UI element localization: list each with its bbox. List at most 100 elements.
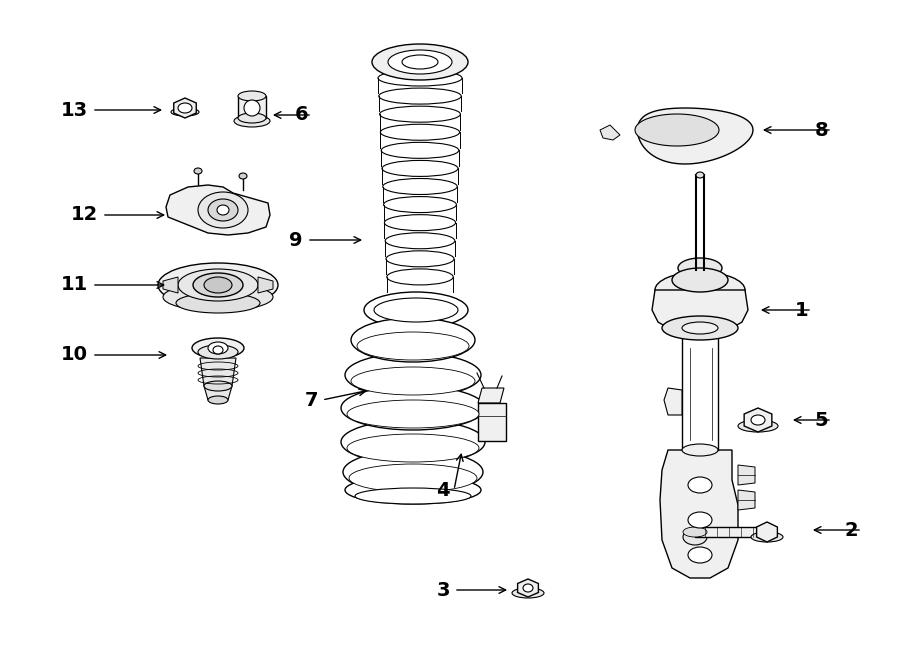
Bar <box>478 403 506 441</box>
Ellipse shape <box>382 142 459 159</box>
Ellipse shape <box>238 91 266 101</box>
Ellipse shape <box>343 450 483 494</box>
Ellipse shape <box>382 161 458 176</box>
Polygon shape <box>200 358 236 386</box>
Ellipse shape <box>380 106 461 122</box>
Text: 4: 4 <box>436 481 450 500</box>
Text: 10: 10 <box>61 346 88 364</box>
Ellipse shape <box>688 512 712 528</box>
Ellipse shape <box>678 258 722 278</box>
Ellipse shape <box>357 332 469 360</box>
Polygon shape <box>258 277 273 293</box>
Ellipse shape <box>385 233 454 249</box>
Ellipse shape <box>351 367 475 395</box>
Ellipse shape <box>341 386 485 430</box>
Ellipse shape <box>386 251 454 267</box>
Ellipse shape <box>383 196 456 213</box>
Polygon shape <box>600 125 620 140</box>
Ellipse shape <box>672 268 728 292</box>
Ellipse shape <box>244 100 260 116</box>
Text: 11: 11 <box>61 276 88 295</box>
Text: 6: 6 <box>294 106 308 124</box>
Text: 5: 5 <box>814 410 828 430</box>
Ellipse shape <box>198 345 238 359</box>
Polygon shape <box>518 579 538 597</box>
Polygon shape <box>204 386 232 400</box>
Ellipse shape <box>378 70 462 86</box>
Bar <box>238 96 266 118</box>
Ellipse shape <box>176 293 260 313</box>
Ellipse shape <box>688 477 712 493</box>
Polygon shape <box>660 450 738 578</box>
Ellipse shape <box>217 205 229 215</box>
Ellipse shape <box>738 420 778 432</box>
Ellipse shape <box>402 55 438 69</box>
Polygon shape <box>166 185 270 235</box>
Text: 3: 3 <box>436 580 450 600</box>
Ellipse shape <box>683 527 707 537</box>
Ellipse shape <box>349 464 477 492</box>
Ellipse shape <box>208 199 238 221</box>
Ellipse shape <box>682 444 718 456</box>
Ellipse shape <box>379 88 461 104</box>
Ellipse shape <box>208 396 228 404</box>
Text: 12: 12 <box>71 206 98 225</box>
Ellipse shape <box>384 215 455 231</box>
Ellipse shape <box>234 115 270 127</box>
Polygon shape <box>738 465 755 485</box>
Ellipse shape <box>192 338 244 358</box>
Polygon shape <box>174 98 196 118</box>
Ellipse shape <box>163 283 273 311</box>
Ellipse shape <box>178 103 192 113</box>
Ellipse shape <box>204 277 232 293</box>
Ellipse shape <box>239 173 247 179</box>
Ellipse shape <box>238 113 266 123</box>
Ellipse shape <box>213 346 223 354</box>
Ellipse shape <box>345 353 481 397</box>
Ellipse shape <box>364 292 468 328</box>
Ellipse shape <box>696 172 704 178</box>
Ellipse shape <box>208 342 228 354</box>
Polygon shape <box>744 408 772 432</box>
Text: 7: 7 <box>304 391 318 410</box>
Ellipse shape <box>372 44 468 80</box>
Ellipse shape <box>347 400 479 428</box>
Ellipse shape <box>683 529 707 545</box>
Bar <box>695 527 767 537</box>
Text: 9: 9 <box>290 231 303 249</box>
Ellipse shape <box>655 272 745 308</box>
Ellipse shape <box>387 269 454 285</box>
Polygon shape <box>478 388 504 403</box>
Ellipse shape <box>204 381 232 391</box>
Polygon shape <box>664 388 682 415</box>
Ellipse shape <box>682 322 718 334</box>
Ellipse shape <box>194 168 202 174</box>
Ellipse shape <box>345 476 481 504</box>
Ellipse shape <box>523 584 533 592</box>
Ellipse shape <box>381 124 460 140</box>
Ellipse shape <box>751 415 765 425</box>
Polygon shape <box>652 290 748 328</box>
Ellipse shape <box>662 316 738 340</box>
Ellipse shape <box>388 50 452 74</box>
Ellipse shape <box>751 532 783 542</box>
Ellipse shape <box>193 273 243 297</box>
Ellipse shape <box>347 434 479 462</box>
Ellipse shape <box>178 269 258 301</box>
Text: 2: 2 <box>844 520 858 539</box>
Ellipse shape <box>374 298 458 322</box>
Polygon shape <box>163 277 178 293</box>
Ellipse shape <box>198 192 248 228</box>
Text: 8: 8 <box>814 120 828 139</box>
Text: 1: 1 <box>795 301 808 319</box>
Ellipse shape <box>171 108 199 116</box>
Polygon shape <box>637 108 753 164</box>
Text: 13: 13 <box>61 100 88 120</box>
Ellipse shape <box>158 263 278 307</box>
Polygon shape <box>738 490 755 510</box>
Ellipse shape <box>688 547 712 563</box>
Polygon shape <box>757 522 778 542</box>
Ellipse shape <box>351 318 475 362</box>
Polygon shape <box>635 114 719 146</box>
Ellipse shape <box>355 488 471 504</box>
